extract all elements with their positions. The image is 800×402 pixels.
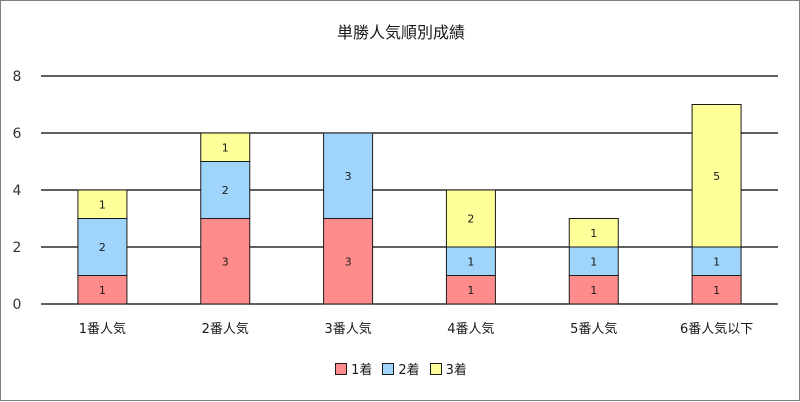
data-label: 3 [222, 255, 229, 268]
bar-segment [445, 189, 496, 248]
data-label: 1 [590, 227, 597, 240]
bar-segment [77, 275, 128, 305]
y-tick-labels: 0 2 4 6 8 [13, 69, 22, 313]
legend-swatch [335, 362, 348, 375]
data-label: 1 [590, 255, 597, 268]
data-label: 5 [713, 170, 720, 183]
bar-segment [323, 132, 374, 219]
data-label: 2 [99, 241, 106, 254]
bars: 1 2 1 3 2 1 3 3 1 1 2 1 1 1 1 1 5 [77, 104, 742, 305]
category-label: 2番人気 [202, 321, 249, 337]
data-label: 1 [99, 198, 106, 211]
legend: 1着 2着 3着 [1, 359, 800, 378]
legend-swatch [382, 362, 395, 375]
category-labels: 1番人気 2番人気 3番人気 4番人気 5番人気 6番人気以下 [79, 321, 753, 337]
data-label: 1 [590, 284, 597, 297]
data-label: 2 [222, 184, 229, 197]
data-label: 2 [467, 213, 474, 226]
y-tick-label: 4 [13, 183, 22, 199]
bar-segment [568, 275, 619, 305]
category-label: 1番人気 [79, 321, 126, 337]
y-tick-label: 6 [13, 126, 22, 142]
data-label: 1 [467, 255, 474, 268]
legend-label: 2着 [398, 363, 420, 378]
legend-label: 1着 [351, 363, 373, 378]
data-label: 3 [345, 170, 352, 183]
bar-segment [568, 246, 619, 276]
bar-segment [568, 218, 619, 248]
data-label: 1 [713, 284, 720, 297]
category-label: 4番人気 [447, 321, 494, 337]
category-label: 5番人気 [570, 321, 617, 337]
bar-segment [691, 246, 742, 276]
data-label: 1 [222, 141, 229, 154]
legend-item: 1着 [335, 359, 372, 378]
legend-label: 3着 [445, 363, 467, 378]
bar-segment [77, 189, 128, 219]
bar-segment [77, 218, 128, 276]
bar-segment [200, 218, 251, 305]
y-tick-label: 2 [13, 240, 22, 256]
legend-item: 3着 [429, 359, 467, 378]
gridlines [41, 75, 778, 305]
bar-segment [200, 161, 251, 219]
y-tick-label: 8 [13, 69, 22, 85]
data-label: 1 [99, 284, 106, 297]
bar-segment [691, 104, 742, 248]
data-label: 1 [467, 284, 474, 297]
data-label: 1 [713, 255, 720, 268]
y-tick-label: 0 [13, 297, 22, 313]
legend-item: 2着 [382, 359, 420, 378]
bar-segment [200, 132, 251, 162]
category-label: 6番人気以下 [680, 321, 753, 337]
legend-swatch [429, 362, 442, 375]
chart-title: 単勝人気順別成績 [336, 23, 465, 42]
data-label: 3 [345, 255, 352, 268]
category-label: 3番人気 [324, 321, 371, 337]
